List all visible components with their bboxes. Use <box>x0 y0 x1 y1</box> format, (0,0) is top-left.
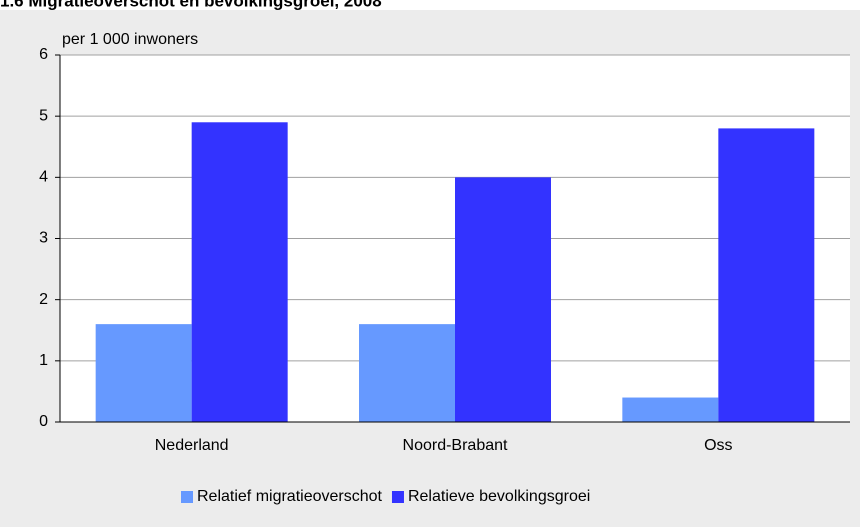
bar <box>455 177 551 422</box>
legend-swatch <box>181 491 193 503</box>
legend-label: Relatief migratieoverschot <box>197 488 383 505</box>
legend-label: Relatieve bevolkingsgroei <box>408 488 590 505</box>
x-tick-label: Noord-Brabant <box>403 437 509 454</box>
y-tick-label: 6 <box>39 46 48 63</box>
y-tick-label: 4 <box>39 169 48 186</box>
y-axis-label: per 1 000 inwoners <box>62 31 198 48</box>
y-tick-label: 5 <box>39 107 48 124</box>
bar <box>95 324 192 422</box>
bar <box>718 128 815 422</box>
y-tick-label: 3 <box>39 230 48 247</box>
x-tick-label: Nederland <box>155 437 229 454</box>
bar <box>359 324 455 422</box>
x-tick-label: Oss <box>704 437 732 454</box>
bar <box>622 397 719 422</box>
chart-title: 1.6 Migratieoverschot en bevolkingsgroei… <box>0 0 382 10</box>
legend-swatch <box>391 491 404 503</box>
y-tick-label: 0 <box>39 413 48 430</box>
bar <box>191 122 288 423</box>
y-tick-label: 2 <box>39 291 48 308</box>
y-tick-label: 1 <box>39 352 48 369</box>
